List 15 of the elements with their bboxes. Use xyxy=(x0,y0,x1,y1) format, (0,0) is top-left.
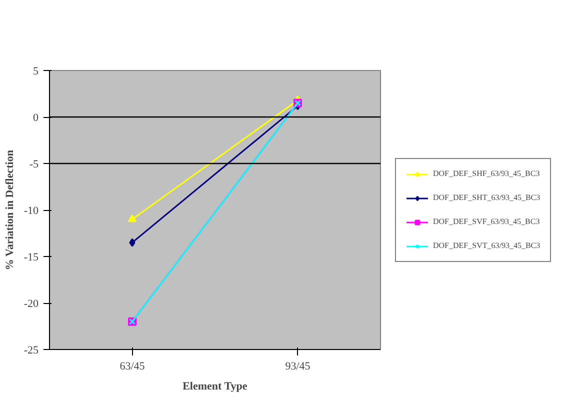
y-tick-label: -5 xyxy=(29,158,39,170)
x-axis-title: Element Type xyxy=(182,380,248,392)
y-tick-label: -25 xyxy=(24,344,39,356)
y-axis-title: % Variation in Deflection xyxy=(4,150,16,270)
legend-label: DOF_DEF_SHF_63/93_45_BC3 xyxy=(433,168,540,178)
legend-label: DOF_DEF_SVT_63/93_45_BC3 xyxy=(433,240,540,250)
legend-label: DOF_DEF_SHT_63/93_45_BC3 xyxy=(433,192,540,202)
y-tick-label: 5 xyxy=(33,66,39,78)
x-tick-label: 63/45 xyxy=(120,360,146,372)
legend-label: DOF_DEF_SVF_63/93_45_BC3 xyxy=(433,216,540,226)
y-tick-label: -10 xyxy=(24,205,39,217)
y-tick-label: -15 xyxy=(24,252,39,264)
x-tick-label: 93/45 xyxy=(285,360,311,372)
y-tick-label: -20 xyxy=(24,298,39,310)
y-tick-label: 0 xyxy=(33,112,39,124)
